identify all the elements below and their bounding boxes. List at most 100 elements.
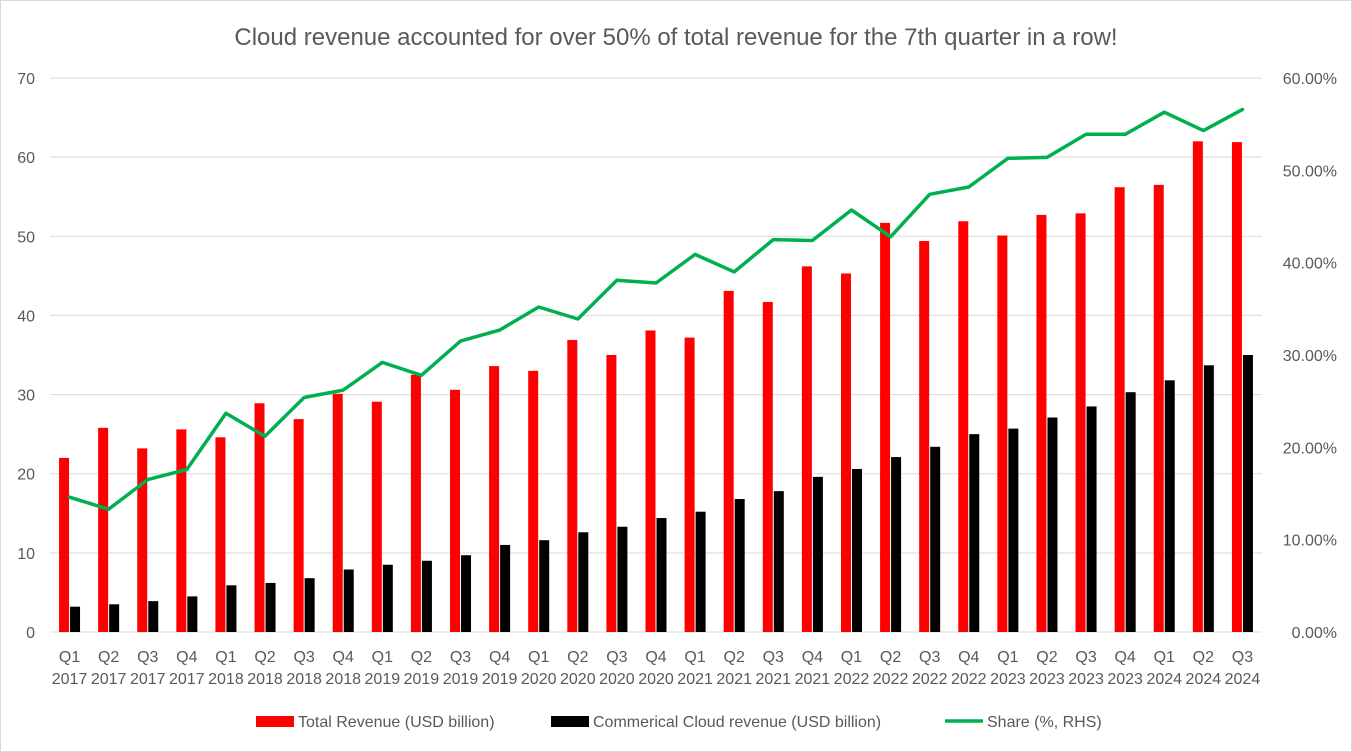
x-tick-quarter: Q4	[176, 649, 197, 666]
x-tick-year: 2018	[247, 671, 283, 688]
cloud-revenue-bar	[930, 446, 941, 632]
x-tick-quarter: Q1	[997, 649, 1018, 666]
total-revenue-bar	[684, 337, 695, 632]
left-axis-tick-label: 60	[17, 150, 35, 167]
x-tick-quarter: Q2	[567, 649, 588, 666]
x-tick-quarter: Q2	[724, 649, 745, 666]
cloud-revenue-bar	[539, 540, 550, 632]
total-revenue-bar	[606, 355, 617, 632]
total-revenue-bar	[1036, 214, 1047, 632]
right-axis-tick-label: 60.00%	[1283, 71, 1337, 88]
cloud-revenue-bar	[70, 606, 81, 632]
total-revenue-bar	[137, 448, 148, 632]
x-tick-year: 2020	[638, 671, 674, 688]
total-revenue-bar	[567, 339, 578, 632]
cloud-revenue-bar	[734, 499, 745, 632]
x-tick-quarter: Q3	[450, 649, 471, 666]
x-tick-quarter: Q3	[606, 649, 627, 666]
cloud-revenue-bar	[1047, 417, 1058, 632]
legend-item: Commerical Cloud revenue (USD billion)	[551, 714, 881, 731]
cloud-revenue-bar	[500, 544, 511, 632]
total-revenue-bar	[98, 427, 109, 632]
x-tick-year: 2021	[677, 671, 713, 688]
left-axis-ticks: 0 10 20 30 40 50 60 70	[17, 71, 35, 642]
x-tick-year: 2017	[169, 671, 205, 688]
cloud-revenue-bar	[851, 468, 862, 632]
legend-label: Share (%, RHS)	[987, 714, 1102, 731]
total-revenue-bar	[997, 235, 1008, 632]
x-tick-quarter: Q4	[645, 649, 666, 666]
cloud-revenue-bar	[1125, 392, 1136, 632]
legend-label: Commerical Cloud revenue (USD billion)	[593, 714, 881, 731]
x-tick-year: 2023	[1029, 671, 1065, 688]
x-tick-quarter: Q1	[528, 649, 549, 666]
x-tick-quarter: Q4	[1114, 649, 1135, 666]
total-revenue-bar	[215, 437, 226, 632]
x-tick-year: 2017	[91, 671, 127, 688]
total-revenue-bar	[762, 301, 773, 632]
x-tick-quarter: Q2	[1193, 649, 1214, 666]
x-tick-quarter: Q1	[684, 649, 705, 666]
total-revenue-bar	[410, 374, 421, 632]
left-axis-tick-label: 20	[17, 467, 35, 484]
x-tick-quarter: Q4	[489, 649, 510, 666]
x-tick-year: 2023	[1107, 671, 1143, 688]
total-revenue-bar	[176, 429, 187, 632]
bar-series	[59, 141, 1253, 633]
cloud-revenue-bar	[578, 532, 589, 632]
x-tick-quarter: Q1	[215, 649, 236, 666]
cloud-revenue-bar	[891, 457, 902, 632]
legend-item: Share (%, RHS)	[945, 714, 1102, 731]
total-revenue-bar	[723, 290, 734, 632]
cloud-revenue-bar	[265, 582, 276, 632]
cloud-revenue-bar	[187, 596, 198, 632]
cloud-revenue-bar	[109, 604, 120, 632]
right-axis-tick-label: 30.00%	[1283, 348, 1337, 365]
legend-label: Total Revenue (USD billion)	[298, 714, 495, 731]
x-tick-quarter: Q2	[880, 649, 901, 666]
x-tick-year: 2021	[755, 671, 791, 688]
total-revenue-bar	[450, 389, 461, 632]
right-axis-ticks: 0.00% 10.00% 20.00% 30.00% 40.00% 50.00% 60.00…	[1283, 71, 1337, 642]
cloud-revenue-bar	[1164, 380, 1175, 632]
x-tick-year: 2022	[951, 671, 987, 688]
cloud-revenue-bar	[1086, 406, 1097, 632]
x-tick-quarter: Q4	[802, 649, 823, 666]
left-axis-tick-label: 40	[17, 308, 35, 325]
x-tick-year: 2017	[52, 671, 88, 688]
left-axis-tick-label: 30	[17, 388, 35, 405]
x-tick-year: 2017	[130, 671, 166, 688]
x-tick-year: 2018	[325, 671, 361, 688]
total-revenue-bar	[801, 266, 812, 632]
gridlines	[50, 77, 1262, 633]
total-revenue-bar	[293, 419, 304, 632]
right-axis-tick-label: 40.00%	[1283, 256, 1337, 273]
total-revenue-bar	[880, 222, 891, 632]
x-tick-quarter: Q3	[1232, 649, 1253, 666]
x-tick-year: 2019	[404, 671, 440, 688]
right-axis-tick-label: 20.00%	[1283, 440, 1337, 457]
cloud-revenue-bar	[773, 491, 784, 632]
x-tick-quarter: Q2	[411, 649, 432, 666]
x-tick-quarter: Q2	[98, 649, 119, 666]
legend-swatch	[256, 716, 294, 727]
x-tick-year: 2018	[208, 671, 244, 688]
x-tick-quarter: Q2	[1036, 649, 1057, 666]
left-axis-tick-label: 0	[26, 625, 35, 642]
total-revenue-bar	[59, 457, 70, 632]
x-tick-year: 2020	[560, 671, 596, 688]
cloud-revenue-bar	[969, 434, 980, 632]
total-revenue-bar	[1075, 213, 1086, 632]
cloud-revenue-bar	[461, 555, 472, 632]
total-revenue-bar	[371, 401, 382, 632]
total-revenue-bar	[489, 366, 500, 632]
x-tick-year: 2024	[1225, 671, 1261, 688]
cloud-revenue-bar	[382, 564, 393, 632]
cloud-revenue-bar	[1203, 365, 1214, 632]
cloud-revenue-bar	[695, 511, 706, 632]
legend: Total Revenue (USD billion) Commerical Cl…	[256, 714, 1102, 731]
x-tick-quarter: Q1	[372, 649, 393, 666]
x-tick-quarter: Q2	[254, 649, 275, 666]
right-axis-tick-label: 0.00%	[1292, 625, 1337, 642]
cloud-revenue-bar	[304, 578, 315, 632]
